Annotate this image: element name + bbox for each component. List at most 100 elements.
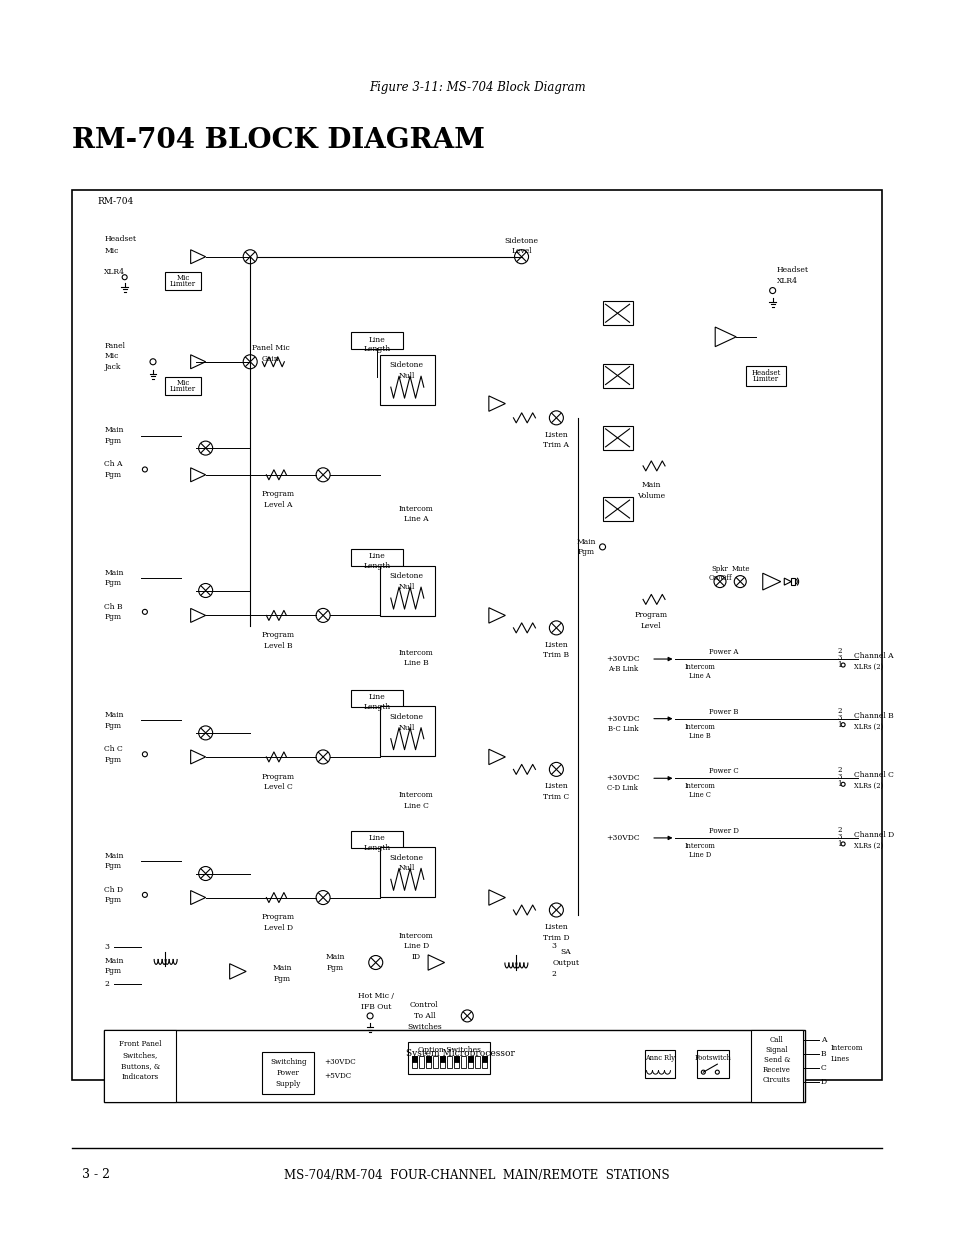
- Circle shape: [549, 411, 563, 425]
- Text: RM-704 BLOCK DIAGRAM: RM-704 BLOCK DIAGRAM: [71, 126, 484, 153]
- Bar: [745, 367, 785, 387]
- Text: Receive: Receive: [762, 1066, 790, 1074]
- Text: Pgm: Pgm: [104, 579, 121, 588]
- Text: MS-704/RM-704  FOUR-CHANNEL  MAIN/REMOTE  STATIONS: MS-704/RM-704 FOUR-CHANNEL MAIN/REMOTE S…: [284, 1168, 669, 1182]
- Bar: [447, 1056, 452, 1068]
- Bar: [454, 1056, 458, 1068]
- Circle shape: [769, 288, 775, 294]
- Text: Power A: Power A: [709, 648, 738, 656]
- Circle shape: [713, 576, 725, 588]
- Text: Pgm: Pgm: [104, 437, 121, 445]
- Text: Power: Power: [276, 1070, 299, 1077]
- Text: Null: Null: [398, 583, 415, 590]
- Bar: [379, 847, 435, 897]
- Circle shape: [715, 1071, 719, 1074]
- Text: A-B Link: A-B Link: [607, 664, 638, 673]
- Circle shape: [734, 576, 745, 588]
- Bar: [790, 578, 794, 585]
- Bar: [165, 272, 201, 290]
- Text: Pgm: Pgm: [274, 974, 291, 983]
- Circle shape: [198, 726, 213, 740]
- Bar: [481, 1056, 487, 1068]
- Text: Mute: Mute: [731, 566, 749, 573]
- Circle shape: [315, 609, 330, 622]
- Text: C-D Link: C-D Link: [607, 784, 638, 793]
- Circle shape: [198, 441, 213, 456]
- Text: 3: 3: [104, 944, 110, 951]
- Circle shape: [549, 621, 563, 635]
- Bar: [602, 426, 632, 450]
- Circle shape: [700, 1071, 704, 1074]
- Text: RM-704: RM-704: [97, 198, 133, 206]
- Text: Level: Level: [511, 247, 532, 256]
- Text: +5VDC: +5VDC: [324, 1072, 352, 1081]
- Text: Jack: Jack: [104, 363, 121, 370]
- Text: Trim A: Trim A: [543, 441, 569, 450]
- Text: Intercom: Intercom: [398, 792, 434, 799]
- Text: Headset: Headset: [776, 266, 808, 274]
- Bar: [351, 690, 403, 708]
- Text: Front Panel: Front Panel: [119, 1040, 161, 1049]
- Text: Trim B: Trim B: [543, 652, 569, 659]
- Bar: [351, 332, 403, 350]
- Text: 3: 3: [551, 942, 556, 951]
- Circle shape: [598, 543, 605, 550]
- Text: Ch B: Ch B: [104, 603, 123, 610]
- Text: Mic: Mic: [176, 274, 190, 282]
- Text: Output: Output: [552, 958, 579, 967]
- Bar: [71, 190, 882, 1079]
- Bar: [454, 1056, 458, 1062]
- Bar: [262, 1052, 314, 1094]
- Text: Volume: Volume: [637, 493, 664, 500]
- Text: Main: Main: [325, 953, 345, 961]
- Circle shape: [198, 867, 213, 881]
- Bar: [468, 1056, 473, 1068]
- Bar: [468, 1056, 473, 1062]
- Text: +30VDC: +30VDC: [606, 655, 639, 663]
- Text: Mic: Mic: [176, 379, 190, 388]
- Circle shape: [142, 752, 148, 757]
- Bar: [351, 548, 403, 566]
- Text: Main: Main: [104, 568, 124, 577]
- Bar: [104, 1030, 804, 1102]
- Text: Listen: Listen: [544, 641, 568, 648]
- Text: Channel C: Channel C: [853, 772, 893, 779]
- Bar: [165, 377, 201, 395]
- Text: Sidetone: Sidetone: [390, 713, 423, 721]
- Circle shape: [367, 1013, 373, 1019]
- Text: Intercom: Intercom: [398, 932, 434, 940]
- Text: 1: 1: [837, 840, 841, 848]
- Bar: [426, 1056, 431, 1062]
- Circle shape: [198, 583, 213, 598]
- Circle shape: [369, 956, 382, 969]
- Text: Main: Main: [273, 963, 292, 972]
- Text: Ch D: Ch D: [104, 885, 123, 894]
- Text: Listen: Listen: [544, 923, 568, 931]
- Circle shape: [841, 663, 844, 667]
- Text: Program: Program: [262, 773, 294, 781]
- Text: Circuits: Circuits: [762, 1076, 790, 1084]
- Circle shape: [142, 467, 148, 472]
- Text: Line D: Line D: [688, 851, 710, 858]
- Circle shape: [142, 893, 148, 898]
- Bar: [379, 566, 435, 615]
- Text: Pgm: Pgm: [104, 756, 121, 763]
- Text: Lines: Lines: [830, 1055, 849, 1063]
- Text: 1: 1: [837, 721, 841, 729]
- Text: XLRs (2): XLRs (2): [853, 663, 882, 671]
- Circle shape: [122, 274, 127, 279]
- Circle shape: [315, 890, 330, 904]
- Circle shape: [142, 609, 148, 614]
- Circle shape: [243, 354, 257, 369]
- Bar: [439, 1056, 445, 1068]
- Bar: [351, 831, 403, 847]
- Text: Length: Length: [363, 346, 391, 353]
- Bar: [433, 1056, 437, 1068]
- Text: Level B: Level B: [264, 642, 293, 650]
- Text: Power C: Power C: [708, 767, 738, 776]
- Text: 2: 2: [551, 969, 556, 978]
- Text: Channel A: Channel A: [853, 652, 892, 659]
- Text: Pgm: Pgm: [104, 471, 121, 479]
- Text: +30VDC: +30VDC: [606, 774, 639, 782]
- Text: 2: 2: [837, 647, 841, 655]
